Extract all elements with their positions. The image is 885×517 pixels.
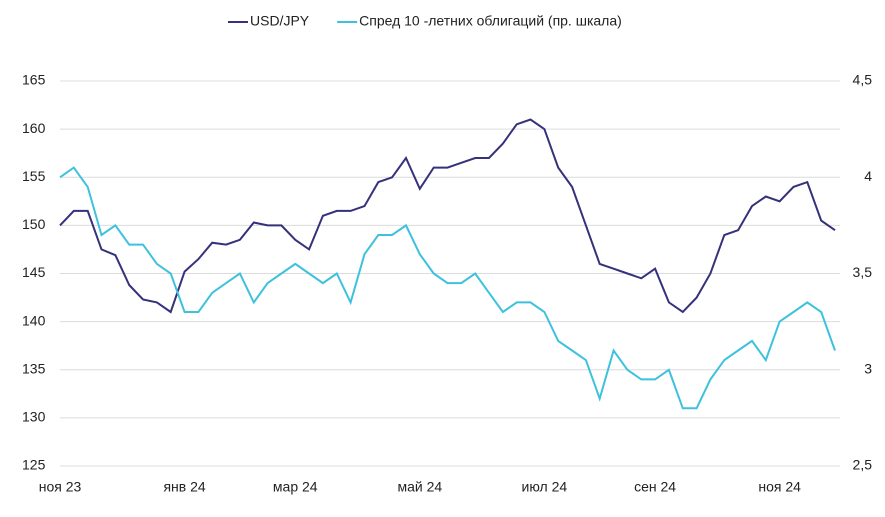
x-tick-label: янв 24 [163, 479, 205, 495]
x-tick-label: ноя 23 [39, 479, 82, 495]
y-tick-label: 155 [22, 168, 46, 184]
y2-tick-label: 3,5 [853, 264, 873, 280]
y-tick-label: 125 [22, 457, 46, 473]
y2-tick-label: 4,5 [853, 72, 873, 88]
x-tick-label: сен 24 [634, 479, 676, 495]
series-line [59, 118, 836, 314]
y-tick-label: 160 [22, 120, 46, 136]
x-tick-label: ноя 24 [758, 479, 801, 495]
y-tick-label: 165 [22, 72, 46, 88]
y-tick-label: 130 [22, 409, 46, 425]
y2-tick-label: 3 [864, 360, 872, 376]
y-tick-label: 135 [22, 360, 46, 376]
legend-label: Спред 10 -летних облигаций (пр. шкала) [359, 13, 622, 29]
legend-label: USD/JPY [250, 13, 310, 29]
x-tick-label: май 24 [397, 479, 442, 495]
y-tick-label: 140 [22, 312, 46, 328]
y-tick-label: 150 [22, 216, 46, 232]
y2-tick-label: 2,5 [853, 457, 873, 473]
y-tick-label: 145 [22, 264, 46, 280]
series-line [59, 166, 836, 410]
y2-tick-label: 4 [864, 168, 872, 184]
x-tick-label: июл 24 [522, 479, 568, 495]
x-tick-label: мар 24 [273, 479, 318, 495]
